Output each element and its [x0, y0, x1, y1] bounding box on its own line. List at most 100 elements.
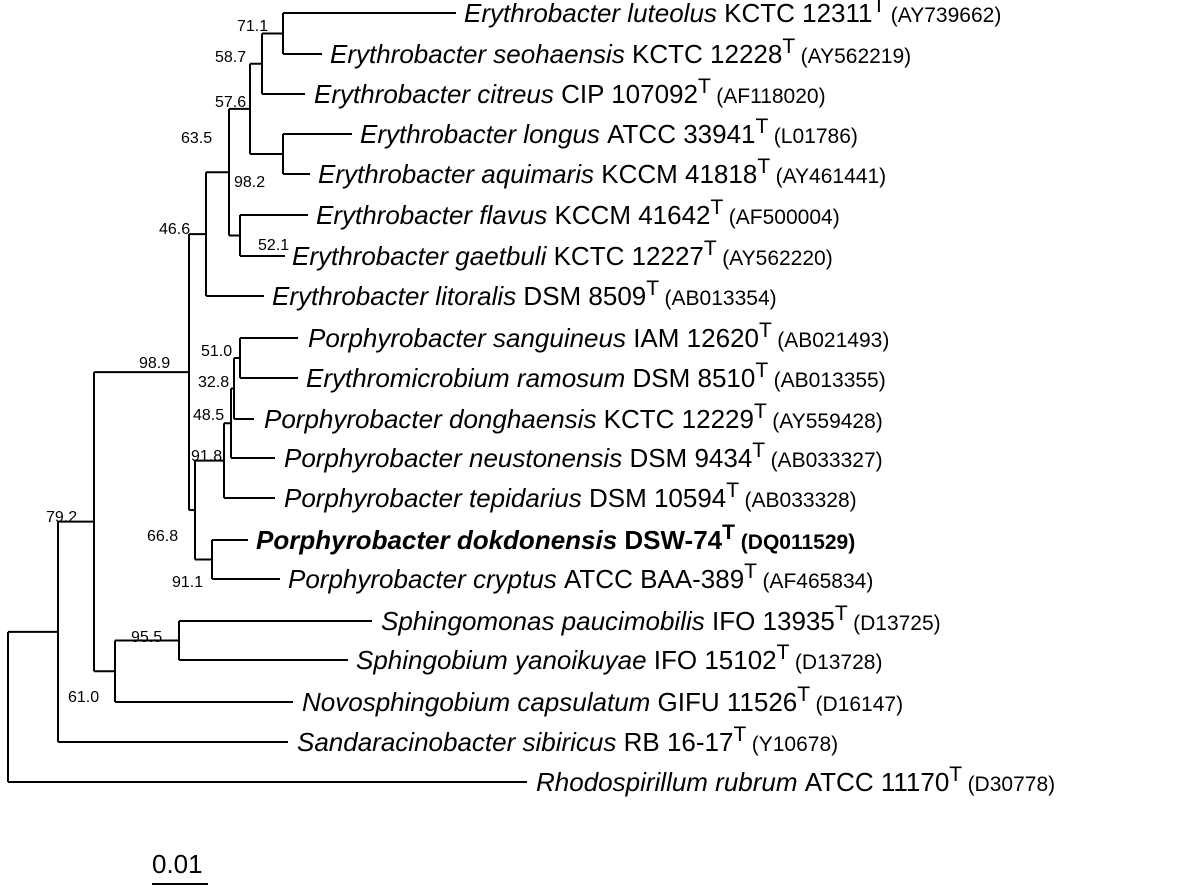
taxon-label: Erythrobacter gaetbuli KCTC 12227T (AY56… — [292, 237, 833, 271]
strain-name: RB 16-17 — [624, 727, 734, 757]
strain-name: ATCC 11170 — [805, 767, 950, 797]
type-strain-mark: T — [835, 602, 848, 625]
bootstrap-value: 91.8 — [191, 448, 222, 465]
accession-number: (AY562220) — [716, 247, 832, 270]
taxon-label: Erythrobacter luteolus KCTC 12311T (AY73… — [464, 0, 1001, 28]
strain-name: KCTC 12229 — [604, 404, 754, 434]
accession-number: (D13728) — [789, 651, 882, 674]
accession-number: (AB033327) — [765, 449, 883, 472]
type-strain-mark: T — [744, 560, 757, 583]
strain-name: KCCM 41818 — [601, 159, 757, 189]
accession-number: (AY559428) — [766, 410, 882, 433]
accession-number: (AB013355) — [768, 369, 886, 392]
scale-bar-label: 0.01 — [152, 849, 203, 879]
type-strain-mark: T — [756, 115, 769, 138]
taxon-label: Erythrobacter flavus KCCM 41642T (AF5000… — [316, 196, 840, 230]
taxon-name: Sphingobium yanoikuyae — [356, 645, 654, 675]
bootstrap-value: 95.5 — [131, 629, 162, 646]
taxon-name: Rhodospirillum rubrum — [536, 767, 805, 797]
bootstrap-value: 98.2 — [234, 174, 265, 191]
type-strain-mark: T — [646, 277, 659, 300]
strain-name: IFO 13935 — [712, 606, 835, 636]
tree-branches — [7, 12, 527, 783]
scale-bar: 0.01 — [152, 849, 208, 885]
taxon-label: Erythrobacter seohaensis KCTC 12228T (AY… — [330, 35, 911, 69]
taxon-labels: Erythrobacter luteolus KCTC 12311T (AY73… — [256, 0, 1055, 797]
bootstrap-value: 48.5 — [193, 407, 224, 424]
strain-name: KCTC 12311 — [724, 0, 872, 28]
bootstrap-value: 32.8 — [198, 374, 229, 391]
type-strain-mark: T — [873, 0, 886, 17]
taxon-name: Erythrobacter seohaensis — [330, 39, 632, 69]
strain-name: KCTC 12227 — [554, 241, 704, 271]
strain-name: DSM 10594 — [589, 483, 726, 513]
bootstrap-value: 46.6 — [159, 221, 190, 238]
taxon-label: Sandaracinobacter sibiricus RB 16-17T (Y… — [297, 723, 838, 757]
accession-number: (D16147) — [810, 693, 903, 716]
bootstrap-value: 63.5 — [181, 130, 212, 147]
type-strain-mark: T — [726, 479, 739, 502]
accession-number: (DQ011529) — [735, 531, 855, 554]
type-strain-mark: T — [777, 641, 790, 664]
accession-number: (AB033328) — [739, 489, 857, 512]
type-strain-mark: T — [797, 683, 810, 706]
strain-name: KCCM 41642 — [554, 200, 710, 230]
accession-number: (AF118020) — [710, 85, 825, 108]
accession-number: (Y10678) — [746, 733, 838, 756]
type-strain-mark: T — [757, 155, 770, 178]
accession-number: (AF465834) — [757, 570, 874, 593]
accession-number: (AB021493) — [771, 329, 889, 352]
taxon-name: Erythrobacter flavus — [316, 200, 554, 230]
accession-number: (AF500004) — [723, 206, 840, 229]
strain-name: ATCC 33941 — [607, 119, 755, 149]
strain-name: DSM 9434 — [629, 443, 752, 473]
type-strain-mark: T — [759, 319, 772, 342]
strain-name: ATCC BAA-389 — [564, 564, 744, 594]
taxon-label: Porphyrobacter donghaensis KCTC 12229T (… — [264, 400, 883, 434]
taxon-label: Porphyrobacter sanguineus IAM 12620T (AB… — [308, 319, 889, 353]
taxon-name: Erythrobacter longus — [360, 119, 607, 149]
bootstrap-value: 66.8 — [147, 528, 178, 545]
taxon-label: Novosphingobium capsulatum GIFU 11526T (… — [302, 683, 903, 717]
taxon-name: Erythrobacter aquimaris — [318, 159, 601, 189]
taxon-label: Erythrobacter litoralis DSM 8509T (AB013… — [272, 277, 777, 311]
taxon-name: Erythrobacter gaetbuli — [292, 241, 554, 271]
taxon-label: Erythrobacter citreus CIP 107092T (AF118… — [314, 75, 826, 109]
taxon-label: Porphyrobacter tepidarius DSM 10594T (AB… — [284, 479, 857, 513]
taxon-name: Porphyrobacter neustonensis — [284, 443, 629, 473]
taxon-label: Sphingobium yanoikuyae IFO 15102T (D1372… — [356, 641, 882, 675]
bootstrap-value: 51.0 — [201, 343, 232, 360]
type-strain-mark: T — [949, 763, 962, 786]
bootstrap-value: 79.2 — [46, 509, 77, 526]
accession-number: (AY739662) — [885, 4, 1001, 27]
bootstrap-value: 71.1 — [237, 18, 268, 35]
bootstrap-values: 71.1 58.7 57.6 98.2 63.5 52.1 46.6 98.9 51.0 32.8… — [46, 18, 289, 706]
type-strain-mark: T — [722, 521, 735, 544]
bootstrap-value: 98.9 — [139, 355, 170, 372]
taxon-name: Porphyrobacter sanguineus — [308, 323, 633, 353]
bootstrap-value: 52.1 — [258, 237, 289, 254]
type-strain-mark: T — [733, 723, 746, 746]
taxon-name: Erythromicrobium ramosum — [306, 363, 633, 393]
taxon-name: Porphyrobacter tepidarius — [284, 483, 589, 513]
accession-number: (D13725) — [847, 612, 940, 635]
taxon-name: Erythrobacter litoralis — [272, 281, 523, 311]
taxon-name: Erythrobacter citreus — [314, 79, 561, 109]
type-strain-mark: T — [752, 439, 765, 462]
strain-name: IAM 12620 — [633, 323, 759, 353]
strain-name: DSM 8510 — [633, 363, 756, 393]
type-strain-mark: T — [754, 400, 767, 423]
type-strain-mark: T — [782, 35, 795, 58]
taxon-label: Porphyrobacter cryptus ATCC BAA-389T (AF… — [288, 560, 873, 594]
accession-number: (D30778) — [962, 773, 1055, 796]
taxon-label: Erythrobacter longus ATCC 33941T (L01786… — [360, 115, 858, 149]
type-strain-mark: T — [755, 359, 768, 382]
strain-name: GIFU 11526 — [658, 687, 798, 717]
bootstrap-value: 91.1 — [172, 574, 203, 591]
type-strain-mark: T — [698, 75, 711, 98]
bootstrap-value: 58.7 — [215, 49, 246, 66]
taxon-label: Porphyrobacter dokdonensis DSW-74T (DQ01… — [256, 521, 855, 555]
strain-name: IFO 15102 — [654, 645, 777, 675]
taxon-label: Rhodospirillum rubrum ATCC 11170T (D3077… — [536, 763, 1055, 797]
